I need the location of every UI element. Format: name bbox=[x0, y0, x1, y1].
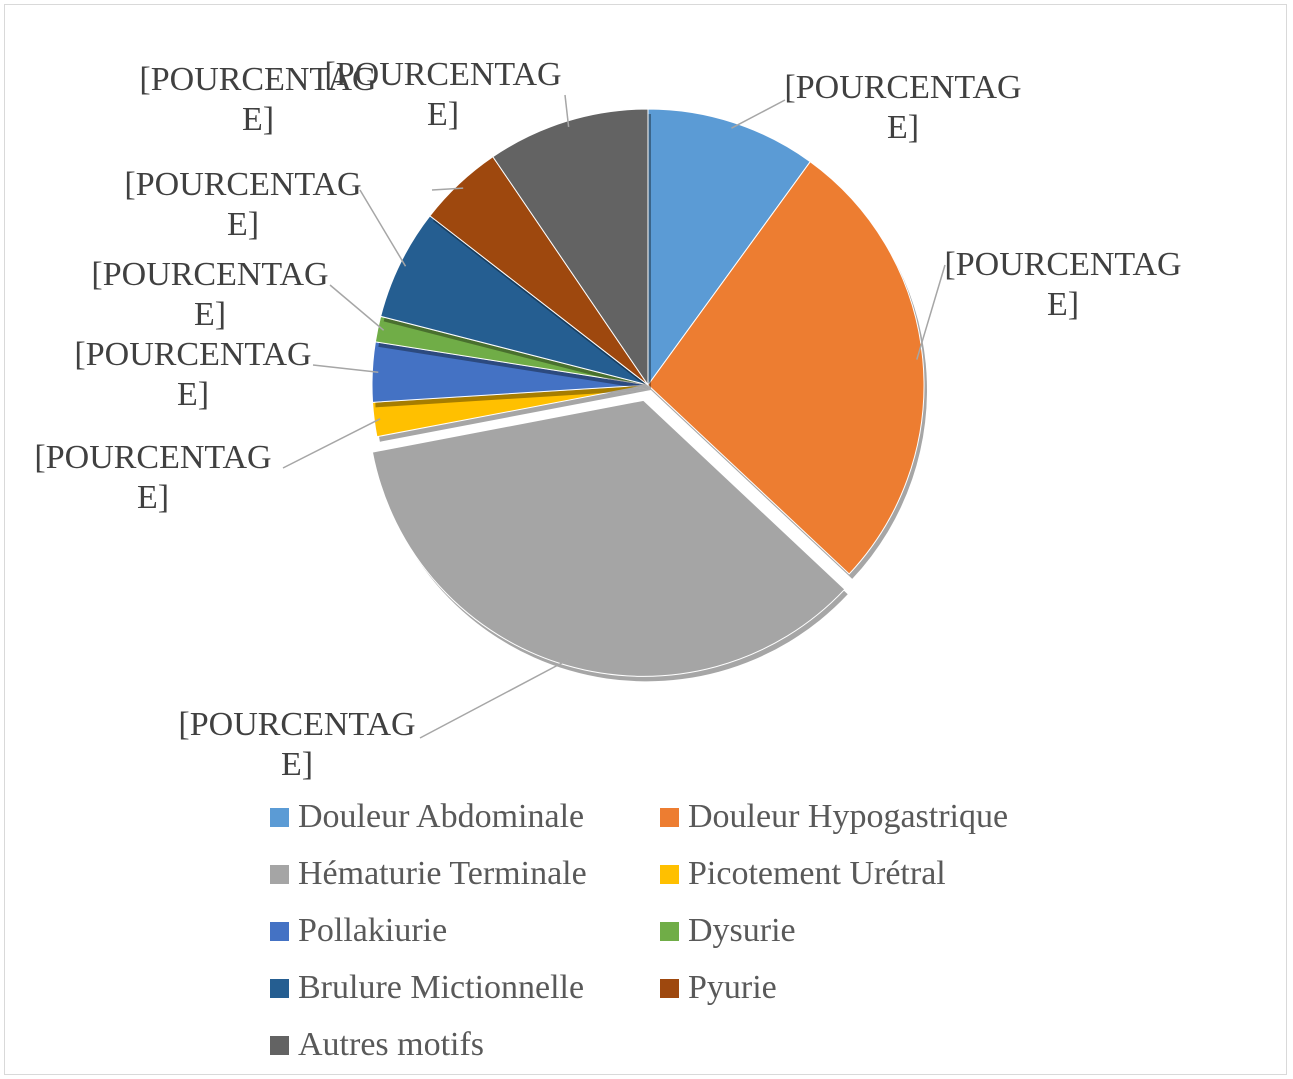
data-label: [POURCENTAGE] bbox=[784, 69, 1022, 146]
leader-line bbox=[329, 284, 385, 331]
leader-line bbox=[312, 364, 379, 374]
legend-label: Brulure Mictionnelle bbox=[298, 969, 585, 1006]
data-label: [POURCENTAGE] bbox=[178, 706, 416, 783]
legend-label: Dysurie bbox=[688, 912, 796, 949]
leader-line bbox=[419, 658, 569, 739]
leader-line bbox=[359, 189, 407, 267]
leader-line bbox=[282, 418, 381, 469]
leader-line bbox=[431, 187, 464, 191]
legend-swatch bbox=[660, 922, 679, 941]
legend-label: Douleur Abdominale bbox=[298, 798, 585, 835]
legend-label: Pyurie bbox=[688, 969, 777, 1006]
pie-slice bbox=[371, 399, 846, 677]
legend-swatch bbox=[270, 865, 289, 884]
legend-label: Hématurie Terminale bbox=[298, 855, 587, 892]
chart-frame bbox=[4, 4, 1287, 1075]
legend-swatch bbox=[660, 865, 679, 884]
legend-swatch bbox=[270, 808, 289, 827]
slice-shadow bbox=[375, 390, 651, 442]
data-label: [POURCENTAGE] bbox=[34, 439, 272, 516]
pie-slice bbox=[492, 108, 649, 387]
legend-label: Autres motifs bbox=[298, 1026, 485, 1063]
pie-slice bbox=[380, 215, 649, 386]
leader-line bbox=[564, 94, 570, 128]
legend-swatch bbox=[660, 808, 679, 827]
leader-line bbox=[916, 264, 946, 360]
data-label: [POURCENTAGE] bbox=[944, 246, 1182, 323]
data-label: [POURCENTAGE] bbox=[74, 336, 312, 413]
pie-slice bbox=[647, 108, 811, 387]
legend-swatch bbox=[270, 922, 289, 941]
legend-swatch bbox=[270, 979, 289, 998]
data-label: [POURCENTAGE] bbox=[324, 56, 562, 133]
leader-line bbox=[731, 99, 786, 129]
pie-slice bbox=[647, 161, 925, 575]
legend-swatch bbox=[270, 1036, 289, 1055]
legend-swatch bbox=[660, 979, 679, 998]
legend-label: Douleur Hypogastrique bbox=[688, 798, 1009, 835]
legend-label: Pollakiurie bbox=[298, 912, 448, 949]
data-label: [POURCENTAGE] bbox=[124, 166, 362, 243]
data-label: [POURCENTAGE] bbox=[91, 256, 329, 333]
data-label: [POURCENTAGE] bbox=[139, 61, 377, 138]
legend-label: Picotement Urétral bbox=[688, 855, 946, 892]
